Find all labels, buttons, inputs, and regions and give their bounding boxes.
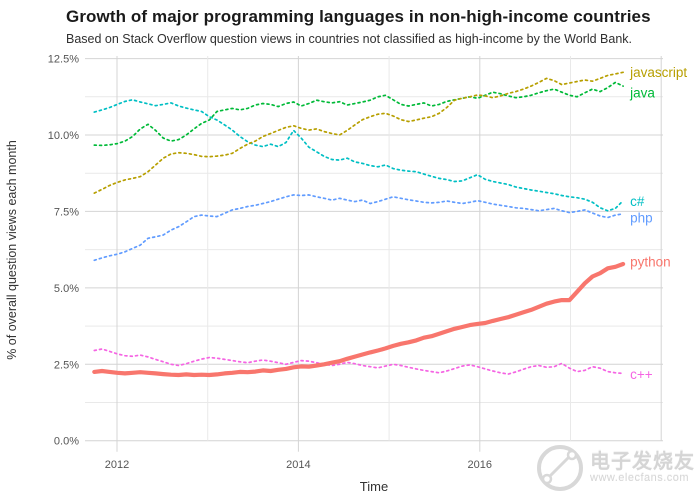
chart-subtitle: Based on Stack Overflow question views i… <box>66 32 633 46</box>
x-axis-title: Time <box>360 479 388 494</box>
x-tick-label: 2012 <box>105 459 129 471</box>
series-line-php <box>93 194 624 262</box>
series-label-javascript: javascript <box>629 65 687 80</box>
y-tick-label: 2.5% <box>54 359 79 371</box>
x-tick-label: 2016 <box>468 459 492 471</box>
chart-title: Growth of major programming languages in… <box>66 7 651 26</box>
y-axis-title: % of overall question views each month <box>5 140 19 360</box>
series-label-php: php <box>630 210 653 225</box>
series-label-c#: c# <box>630 194 645 209</box>
series-line-c++ <box>93 348 624 375</box>
series-label-python: python <box>630 255 671 270</box>
series-line-c# <box>93 98 624 212</box>
series-label-java: java <box>629 86 655 101</box>
x-tick-label: 2014 <box>286 459 310 471</box>
series-line-java <box>93 81 624 147</box>
series-line-python <box>92 261 626 378</box>
series-line-javascript <box>93 71 624 194</box>
series-label-c++: c++ <box>630 367 653 382</box>
y-tick-label: 7.5% <box>54 206 79 218</box>
y-tick-label: 10.0% <box>48 130 79 142</box>
y-tick-label: 0.0% <box>54 436 79 448</box>
y-tick-label: 12.5% <box>48 54 79 66</box>
y-tick-label: 5.0% <box>54 283 79 295</box>
